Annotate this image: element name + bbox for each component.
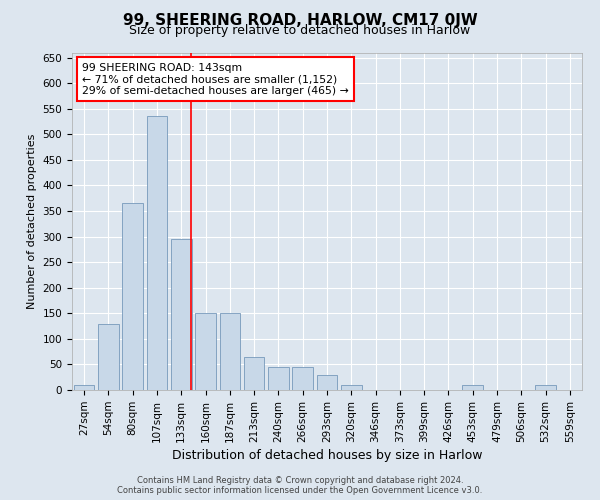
Bar [98,324,119,390]
Text: 99 SHEERING ROAD: 143sqm
← 71% of detached houses are smaller (1,152)
29% of sem: 99 SHEERING ROAD: 143sqm ← 71% of detach… [82,62,349,96]
Bar [122,204,143,390]
Bar [171,239,191,390]
Bar [535,385,556,390]
Bar [146,116,167,390]
Bar [74,385,94,390]
Bar [268,367,289,390]
Text: Contains HM Land Registry data © Crown copyright and database right 2024.
Contai: Contains HM Land Registry data © Crown c… [118,476,482,495]
Text: Size of property relative to detached houses in Harlow: Size of property relative to detached ho… [130,24,470,37]
Bar [195,314,216,390]
Bar [463,385,483,390]
Bar [292,367,313,390]
Text: 99, SHEERING ROAD, HARLOW, CM17 0JW: 99, SHEERING ROAD, HARLOW, CM17 0JW [122,12,478,28]
Bar [317,374,337,390]
Bar [341,385,362,390]
Y-axis label: Number of detached properties: Number of detached properties [27,134,37,309]
Bar [244,357,265,390]
X-axis label: Distribution of detached houses by size in Harlow: Distribution of detached houses by size … [172,449,482,462]
Bar [220,314,240,390]
